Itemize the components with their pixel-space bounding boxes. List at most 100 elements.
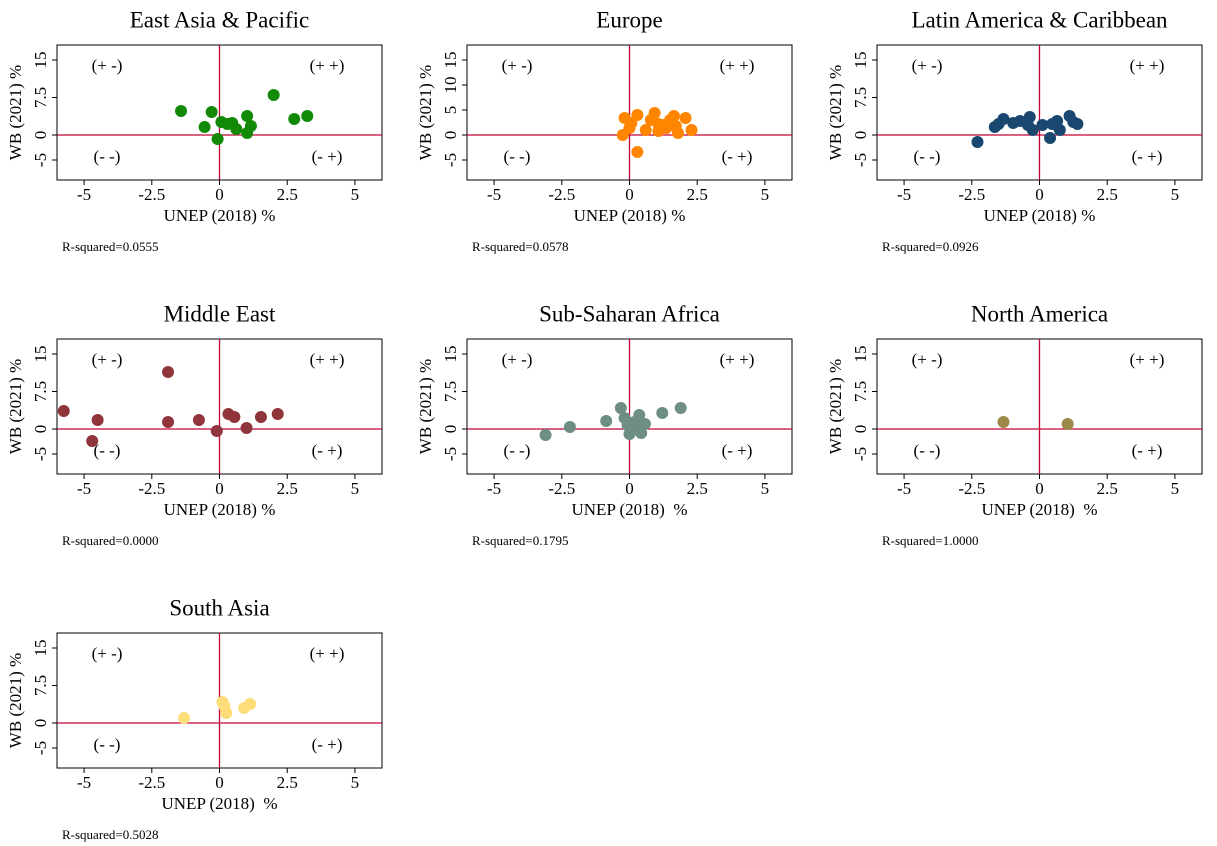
y-tick-label: -5 <box>31 447 50 461</box>
y-tick-label: -5 <box>31 153 50 167</box>
quadrant-label: (- +) <box>722 147 753 166</box>
point <box>997 416 1010 428</box>
point <box>162 416 175 428</box>
x-tick-label: 5 <box>1171 479 1180 498</box>
point <box>667 110 680 122</box>
point <box>301 110 314 122</box>
quadrant-label: (+ +) <box>310 644 345 663</box>
x-tick-label: 2.5 <box>1097 479 1118 498</box>
r-squared-note: R-squared=0.5028 <box>62 827 159 842</box>
y-axis-label: WB (2021) % <box>826 359 845 454</box>
x-tick-label: 0 <box>625 185 634 204</box>
y-tick-label: 5 <box>441 106 460 115</box>
x-tick-label: -2.5 <box>548 479 575 498</box>
quadrant-label: (+ +) <box>1130 56 1165 75</box>
y-tick-label: -5 <box>851 447 870 461</box>
x-tick-label: 2.5 <box>277 773 298 792</box>
panel-title: Sub-Saharan Africa <box>539 301 720 326</box>
y-tick-label: 7.5 <box>441 381 460 402</box>
point <box>600 415 613 427</box>
panel: Europe -5 -2.5 0 2.5 5 -5 0 5 10 15 UNEP (2018) % WB… <box>416 7 793 254</box>
point <box>1036 119 1049 131</box>
point <box>1061 418 1074 430</box>
x-axis-label: UNEP (2018) % <box>164 500 276 519</box>
quadrant-label: (+ +) <box>720 350 755 369</box>
point <box>997 113 1010 125</box>
x-tick-label: 0 <box>1035 185 1044 204</box>
quadrant-label: (+ +) <box>1130 350 1165 369</box>
y-tick-label: 7.5 <box>851 87 870 108</box>
point <box>288 113 301 125</box>
x-axis-label: UNEP (2018) % <box>984 206 1096 225</box>
point <box>685 124 698 136</box>
quadrant-label: (- +) <box>722 441 753 460</box>
point <box>671 127 684 139</box>
y-axis-label: WB (2021) % <box>416 65 435 160</box>
x-tick-label: 5 <box>351 185 360 204</box>
point <box>57 405 70 417</box>
r-squared-note: R-squared=1.0000 <box>882 533 979 548</box>
quadrant-label: (+ -) <box>92 350 123 369</box>
quadrant-label: (- -) <box>94 735 121 754</box>
point <box>162 366 175 378</box>
x-tick-label: -2.5 <box>958 479 985 498</box>
point <box>630 422 643 434</box>
point <box>267 89 280 101</box>
y-tick-label: 15 <box>851 346 870 363</box>
quadrant-label: (- -) <box>94 441 121 460</box>
point <box>230 123 243 135</box>
quadrant-label: (+ -) <box>912 350 943 369</box>
point <box>625 117 638 129</box>
x-tick-label: 5 <box>761 185 770 204</box>
x-axis-label: UNEP (2018) % <box>162 794 278 813</box>
point <box>631 146 644 158</box>
point <box>1026 124 1039 136</box>
x-tick-label: 5 <box>351 479 360 498</box>
point <box>971 136 984 148</box>
y-tick-label: 15 <box>31 52 50 69</box>
x-axis-label: UNEP (2018) % <box>164 206 276 225</box>
y-tick-label: 15 <box>441 346 460 363</box>
x-tick-label: 5 <box>351 773 360 792</box>
point <box>1046 118 1059 130</box>
x-tick-label: 0 <box>215 479 224 498</box>
y-tick-label: 0 <box>31 719 50 728</box>
point <box>210 425 223 437</box>
x-tick-label: -2.5 <box>138 773 165 792</box>
y-tick-label: 0 <box>441 425 460 434</box>
point <box>211 133 224 145</box>
x-tick-label: 2.5 <box>277 185 298 204</box>
point <box>633 409 646 421</box>
y-tick-label: 7.5 <box>31 675 50 696</box>
r-squared-note: R-squared=0.0555 <box>62 239 159 254</box>
y-tick-label: 10 <box>441 77 460 94</box>
panel: Middle East -5 -2.5 0 2.5 5 -5 0 7.5 15 UNEP (2018… <box>6 301 383 548</box>
quadrant-label: (- +) <box>312 147 343 166</box>
x-tick-label: 2.5 <box>277 479 298 498</box>
point <box>205 106 218 118</box>
point <box>244 698 257 710</box>
point <box>674 402 687 414</box>
point <box>175 105 188 117</box>
quadrant-label: (- -) <box>94 147 121 166</box>
point <box>679 112 692 124</box>
point <box>192 414 205 426</box>
panel-title: Europe <box>596 7 662 32</box>
y-axis-label: WB (2021) % <box>6 653 25 748</box>
x-tick-label: -2.5 <box>548 185 575 204</box>
y-tick-label: -5 <box>441 447 460 461</box>
point <box>86 435 99 447</box>
x-tick-label: 0 <box>625 479 634 498</box>
y-tick-label: 0 <box>441 131 460 140</box>
y-axis-label: WB (2021) % <box>416 359 435 454</box>
panel-title: Latin America & Caribbean <box>911 7 1168 32</box>
x-axis-label: UNEP (2018) % <box>982 500 1098 519</box>
x-tick-label: 2.5 <box>687 479 708 498</box>
point <box>1023 111 1036 123</box>
panel: East Asia & Pacific -5 -2.5 0 2.5 5 -5 0 7.5 15 UN… <box>6 7 383 254</box>
point <box>91 414 104 426</box>
y-tick-label: 0 <box>851 131 870 140</box>
point <box>244 120 257 132</box>
y-axis-label: WB (2021) % <box>6 65 25 160</box>
point <box>198 121 211 133</box>
